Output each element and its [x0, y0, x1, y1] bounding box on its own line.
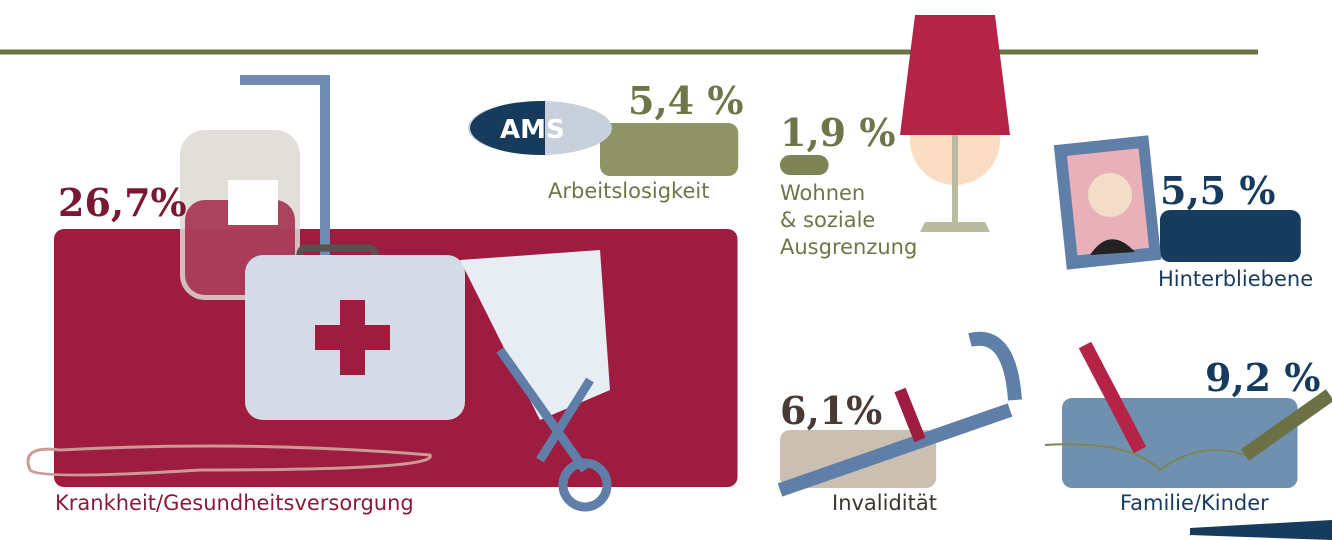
category-label: Wohnen & soziale Ausgrenzung — [780, 181, 918, 259]
value-label: 6,1% — [780, 388, 883, 433]
pencils — [1044, 341, 1332, 540]
value-label: 9,2 % — [1205, 355, 1321, 400]
lamp — [900, 15, 1010, 232]
category-label: Krankheit/Gesundheitsversorgung — [55, 491, 414, 515]
iv-tube — [26, 444, 432, 477]
first-aid-kit — [245, 244, 612, 512]
category-label: Familie/Kinder — [1120, 491, 1269, 515]
share-area — [600, 123, 739, 176]
category-label: Hinterbliebene — [1158, 267, 1314, 291]
portrait — [1053, 135, 1162, 270]
share-area — [1160, 210, 1301, 262]
logo: AMS — [500, 115, 565, 145]
crutch — [777, 331, 1022, 497]
ams-badge — [468, 100, 612, 156]
category-label: Arbeitslosigkeit — [548, 179, 710, 203]
value-label: 5,5 % — [1160, 168, 1276, 213]
category-label: Invalidität — [832, 491, 937, 515]
value-label: 1,9 % — [780, 110, 896, 155]
value-label: 5,4 % — [628, 78, 744, 123]
value-label: 26,7% — [58, 180, 187, 225]
share-area — [780, 155, 829, 175]
